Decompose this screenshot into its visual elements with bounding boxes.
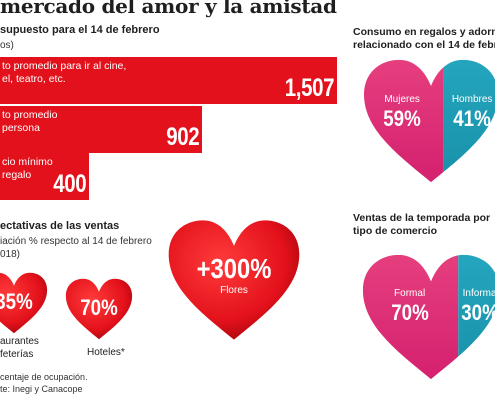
- budget-subtitle: os): [0, 40, 14, 51]
- bar-category-label: regalo: [2, 169, 32, 181]
- expectations-subtitle-line2: 018): [0, 249, 21, 260]
- heart-shape: [65, 278, 133, 340]
- heart-category-label: Flores: [220, 284, 248, 296]
- heart-category-label: Hoteles*: [87, 347, 125, 358]
- budget-title: supuesto para el 14 de febrero: [0, 24, 160, 36]
- gender-title-line1: Consumo en regalos y adorno: [353, 26, 495, 38]
- heart-segment-value: 41%: [453, 106, 491, 132]
- heart-shape: [168, 220, 300, 340]
- commerce-title-line1: Ventas de la temporada por: [353, 212, 491, 224]
- bar-category-label: persona: [2, 122, 40, 134]
- bar-category-label: to promedio para ir al cine,: [2, 60, 127, 72]
- bar-value-label: 1,507: [284, 74, 335, 102]
- heart-mark: [0, 272, 48, 334]
- heart-segment-value: 59%: [383, 106, 421, 132]
- heart-segment-label: Hombres: [451, 94, 493, 106]
- bar-value-label: 902: [166, 123, 199, 151]
- heart-mark: [168, 220, 300, 340]
- heart-value-label: 35%: [0, 289, 33, 314]
- bar: [0, 57, 337, 104]
- footnote: centaje de ocupación.: [0, 372, 88, 382]
- split-heart: [362, 254, 495, 380]
- bar-category-label: cio mínimo: [2, 156, 53, 168]
- heart-segment-label: Formal: [394, 287, 426, 299]
- page-title: mercado del amor y la amistad: [0, 0, 337, 18]
- heart-segment-value: 30%: [460, 299, 495, 325]
- heart-mark: [65, 278, 133, 340]
- heart-category-label: feterías: [0, 349, 34, 360]
- commerce-title-line2: tipo de comercio: [353, 225, 438, 237]
- gender-title-line2: relacionado con el 14 de febre: [353, 39, 495, 51]
- expectations-title: ectativas de las ventas: [0, 220, 120, 232]
- heart-segment-value: 70%: [390, 299, 429, 325]
- expectations-subtitle-line1: iación % respecto al 14 de febrero: [0, 236, 152, 247]
- bar: [0, 106, 202, 153]
- heart-segment-label: Mujeres: [384, 94, 420, 106]
- split-heart: [364, 59, 495, 183]
- source-note: te: Inegi y Canacope: [0, 384, 83, 394]
- bar-category-label: to promedio: [2, 109, 58, 121]
- bar-category-label: el, teatro, etc.: [2, 73, 66, 85]
- heart-value-label: 70%: [80, 295, 118, 320]
- heart-shape: [0, 272, 48, 334]
- bar-value-label: 400: [53, 170, 86, 198]
- heart-category-label: aurantes: [0, 336, 39, 347]
- heart-segment-label: Informa: [462, 287, 495, 299]
- bar: [0, 153, 89, 200]
- heart-value-label: +300%: [196, 252, 272, 284]
